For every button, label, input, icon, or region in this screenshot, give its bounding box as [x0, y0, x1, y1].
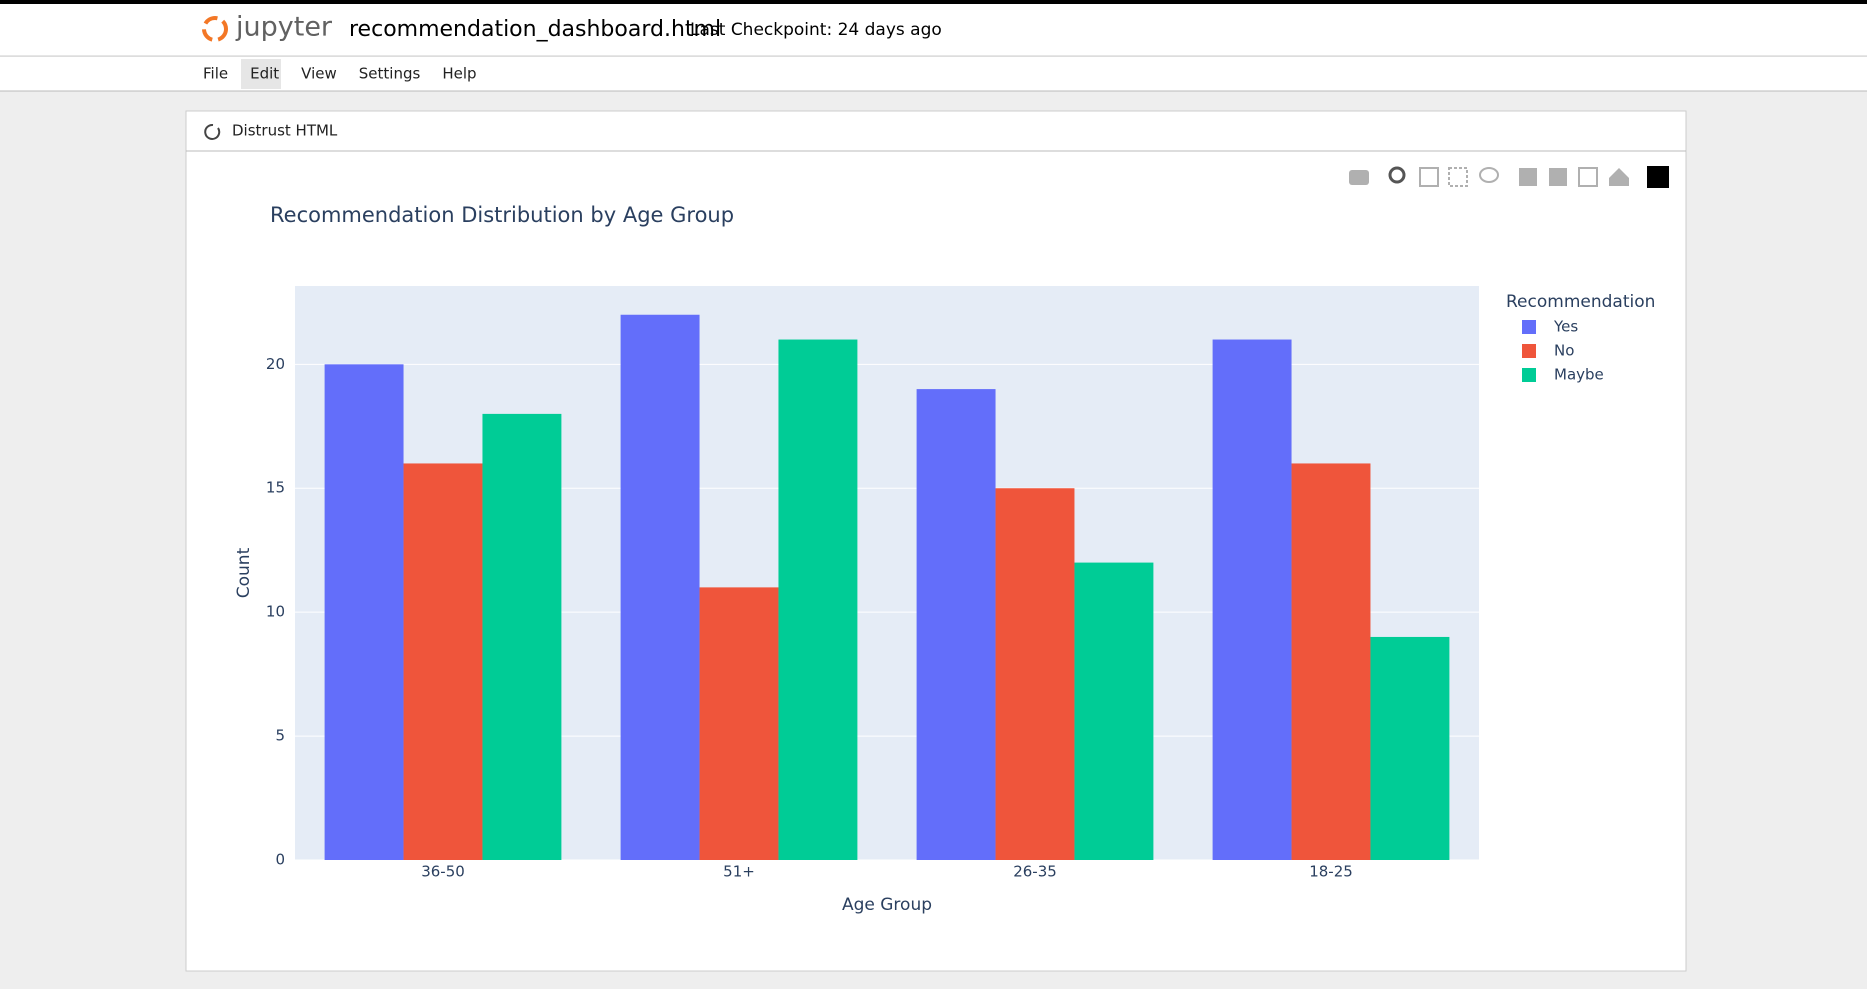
x-tick-label: 36-50	[421, 863, 465, 881]
bar	[699, 587, 779, 860]
checkpoint: Last Checkpoint: 24 days ago	[690, 20, 942, 40]
bar	[620, 314, 700, 860]
bar	[778, 339, 858, 860]
y-axis-title: Count	[234, 547, 254, 598]
legend-label[interactable]: No	[1554, 342, 1574, 360]
legend-title: Recommendation	[1506, 292, 1655, 312]
y-tick-label: 0	[275, 851, 285, 869]
menu-item[interactable]: Help	[442, 65, 476, 83]
pan-icon[interactable]	[1419, 167, 1439, 187]
menu-item[interactable]: File	[203, 65, 228, 83]
x-tick-label: 18-25	[1309, 863, 1353, 881]
logo-text: jupyter	[235, 12, 333, 43]
menu-item[interactable]: Edit	[250, 65, 279, 83]
legend-swatch[interactable]	[1522, 320, 1536, 334]
reset-icon[interactable]	[1609, 168, 1629, 186]
legend-swatch[interactable]	[1522, 368, 1536, 382]
legend-label[interactable]: Maybe	[1554, 366, 1604, 384]
distrust-button[interactable]: Distrust HTML	[232, 122, 338, 140]
bar	[1370, 636, 1450, 860]
bar	[482, 413, 562, 860]
bar	[1291, 463, 1371, 860]
x-tick-label: 51+	[723, 863, 755, 881]
jupyter-logo	[202, 16, 228, 42]
x-tick-label: 26-35	[1013, 863, 1057, 881]
autoscale-icon[interactable]	[1578, 167, 1598, 187]
zoom-out-icon[interactable]	[1549, 168, 1567, 186]
select-icon[interactable]	[1448, 167, 1468, 187]
plotly-logo[interactable]	[1647, 166, 1669, 188]
legend-swatch[interactable]	[1522, 344, 1536, 358]
y-tick-label: 5	[275, 727, 285, 745]
camera-icon[interactable]	[1349, 170, 1369, 185]
bar	[916, 389, 996, 860]
bar	[324, 364, 404, 860]
bar	[1212, 339, 1292, 860]
y-tick-label: 15	[266, 479, 285, 497]
lasso-icon[interactable]	[1479, 167, 1499, 183]
menu-item[interactable]: Settings	[359, 65, 421, 83]
refresh-icon[interactable]	[204, 123, 221, 140]
top-border	[0, 0, 1867, 4]
legend-label[interactable]: Yes	[1553, 318, 1578, 336]
zoom-in-icon[interactable]	[1519, 168, 1537, 186]
x-axis-title: Age Group	[842, 895, 932, 915]
notebook-name[interactable]: recommendation_dashboard.html	[349, 17, 721, 42]
y-tick-label: 20	[266, 355, 285, 373]
menu-highlight	[241, 59, 281, 89]
bar	[403, 463, 483, 860]
bar	[995, 488, 1075, 860]
bar	[1074, 562, 1154, 860]
menu-item[interactable]: View	[301, 65, 337, 83]
zoom-icon[interactable]	[1388, 166, 1406, 184]
chart-title: Recommendation Distribution by Age Group	[270, 203, 734, 227]
y-tick-label: 10	[266, 603, 285, 621]
modebar	[1349, 166, 1669, 188]
menu-bar	[0, 57, 1867, 91]
title-bar	[0, 4, 1867, 56]
